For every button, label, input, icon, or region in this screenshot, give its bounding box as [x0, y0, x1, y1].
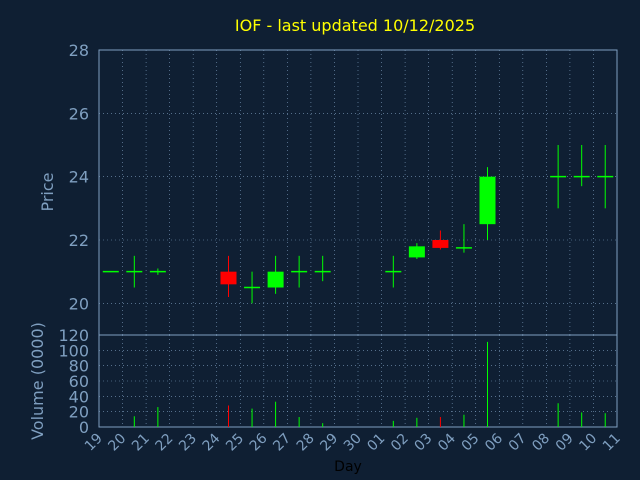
candle-body	[267, 271, 284, 288]
x-tick-label: 06	[482, 430, 506, 454]
volume-tick-label: 0	[79, 418, 89, 437]
volume-tick-label: 100	[58, 341, 89, 360]
x-tick-label: 21	[129, 431, 153, 455]
x-tick-label: 01	[364, 431, 388, 455]
x-tick-label: 27	[270, 431, 294, 455]
candle-body	[432, 240, 449, 248]
x-tick-label: 05	[459, 431, 483, 455]
x-tick-label: 20	[105, 431, 129, 455]
chart-title: IOF - last updated 10/12/2025	[235, 16, 475, 35]
x-tick-label: 30	[341, 431, 365, 455]
volume-tick-label: 40	[69, 387, 89, 406]
volume-axis-label: Volume (0000)	[28, 322, 47, 440]
x-axis-label: Day	[334, 459, 362, 475]
x-tick-label: 23	[176, 431, 200, 455]
price-tick-label: 28	[69, 41, 89, 60]
x-tick-label: 08	[529, 431, 553, 455]
price-tick-label: 22	[69, 231, 89, 250]
price-tick-label: 24	[69, 168, 89, 187]
price-plot-area	[98, 49, 618, 336]
price-tick-label: 20	[69, 294, 89, 313]
x-tick-label: 10	[576, 431, 600, 455]
volume-tick-label: 60	[69, 372, 89, 391]
x-tick-label: 24	[200, 430, 224, 454]
candle-body	[479, 176, 496, 225]
price-y-ticks: 20 22 24 26 28	[69, 41, 89, 313]
volume-tick-label: 20	[69, 403, 89, 422]
candle-body	[408, 246, 425, 258]
x-tick-label: 25	[223, 431, 247, 455]
x-tick-label: 03	[412, 431, 436, 455]
x-tick-label: 22	[153, 431, 177, 455]
x-ticks: 19 20 21 22 23 24 25 26 27 28 29 30 01 02 03 04 05 06 07 08…	[82, 430, 624, 454]
candles	[102, 145, 614, 304]
x-tick-label: 29	[317, 431, 341, 455]
price-axis-label: Price	[38, 172, 57, 211]
x-tick-label: 04	[435, 430, 459, 454]
x-tick-label: 11	[600, 431, 624, 455]
x-tick-label: 07	[506, 431, 530, 455]
price-tick-label: 26	[69, 104, 89, 123]
x-tick-label: 26	[247, 430, 271, 454]
x-tick-label: 09	[553, 431, 577, 455]
x-tick-label: 02	[388, 431, 412, 455]
x-tick-label: 28	[294, 431, 318, 455]
volume-tick-label: 120	[58, 326, 89, 345]
volume-tick-label: 80	[69, 357, 89, 376]
volume-grid	[99, 335, 617, 427]
volume-bars	[133, 341, 606, 427]
candle-body	[220, 271, 237, 285]
